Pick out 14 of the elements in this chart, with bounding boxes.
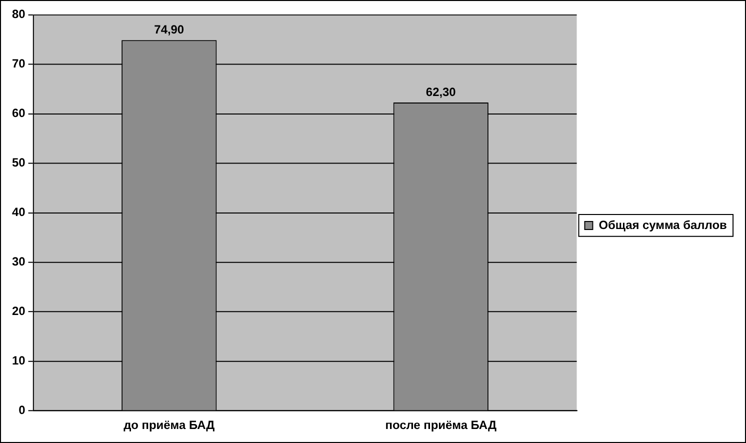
y-tick-label: 40 (12, 205, 26, 220)
y-tick-label: 20 (12, 304, 26, 318)
x-tick-label: до приёма БАД (124, 418, 216, 432)
y-tick-label: 30 (12, 254, 26, 269)
y-tick-label: 0 (18, 403, 26, 418)
y-tick-label: 60 (12, 106, 26, 120)
y-tick-label: 70 (12, 56, 26, 71)
y-tick-label: 80 (12, 7, 26, 22)
legend-label: Общая сумма баллов (598, 218, 727, 232)
data-label: 62,30 (426, 84, 456, 99)
y-tick-label: 50 (12, 156, 26, 170)
y-tick-label: 10 (12, 354, 26, 368)
x-tick-label: после приёма БАД (385, 418, 498, 432)
data-label: 74,90 (154, 22, 184, 37)
